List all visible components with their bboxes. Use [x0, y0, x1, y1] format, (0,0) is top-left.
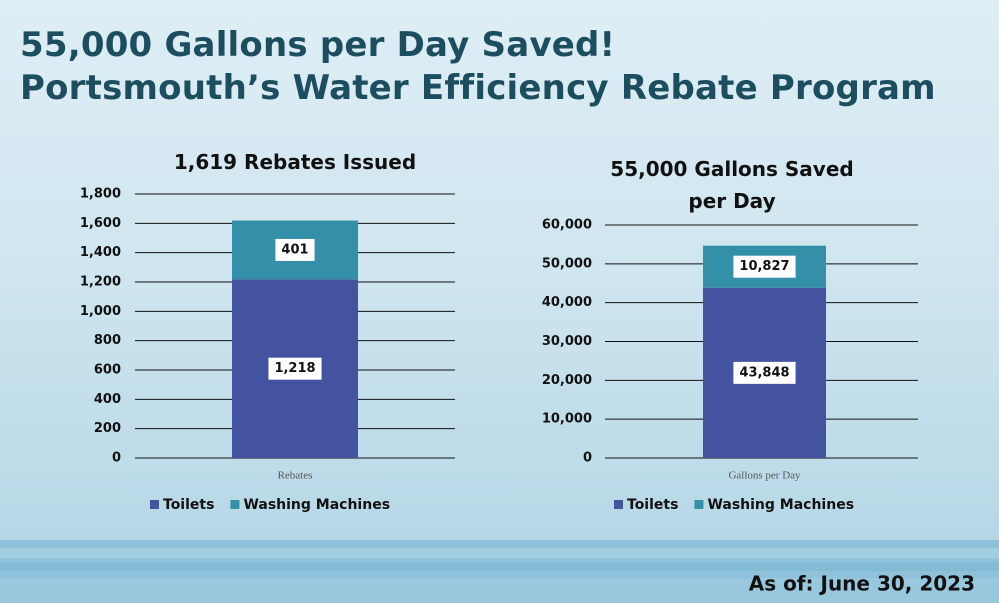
- legend-swatch: [694, 500, 704, 509]
- slide-title: 55,000 Gallons per Day Saved!: [20, 25, 616, 65]
- legend-label: Washing Machines: [707, 497, 854, 513]
- y-tick-label: 60,000: [542, 218, 592, 233]
- legend-label: Washing Machines: [243, 497, 390, 513]
- data-label: 1,218: [274, 361, 315, 376]
- y-tick-label: 800: [94, 333, 121, 348]
- y-tick-label: 1,600: [80, 216, 121, 231]
- water-band: [0, 540, 999, 603]
- chart-title: 55,000 Gallons Saved per Day: [610, 157, 854, 213]
- data-label: 43,848: [739, 365, 789, 380]
- legend-swatch: [230, 500, 240, 509]
- y-tick-label: 1,400: [80, 245, 121, 260]
- y-tick-label: 600: [94, 363, 121, 378]
- y-tick-label: 20,000: [542, 373, 592, 388]
- y-tick-label: 1,000: [80, 304, 121, 319]
- y-tick-label: 1,200: [80, 275, 121, 290]
- y-tick-label: 400: [94, 392, 121, 407]
- data-label-box: [268, 357, 322, 380]
- y-tick-label: 40,000: [542, 295, 592, 310]
- legend-label: Toilets: [163, 497, 214, 513]
- data-label-box: [275, 238, 315, 261]
- y-tick-label: 0: [583, 451, 592, 466]
- y-tick-label: 0: [112, 451, 121, 466]
- data-label-box: [733, 361, 796, 384]
- legend-swatch: [150, 500, 159, 509]
- chart-title: 1,619 Rebates Issued: [173, 150, 417, 174]
- slide-title: Portsmouth’s Water Efficiency Rebate Pro…: [20, 68, 936, 108]
- legend-swatch: [614, 500, 623, 509]
- data-label: 10,827: [739, 259, 789, 274]
- x-tick-label: Gallons per Day: [728, 470, 801, 482]
- y-tick-label: 10,000: [542, 412, 592, 427]
- y-tick-label: 200: [94, 421, 121, 436]
- y-tick-label: 1,800: [80, 187, 121, 202]
- data-label-box: [733, 255, 796, 278]
- x-tick-label: Rebates: [278, 470, 313, 482]
- y-tick-label: 30,000: [542, 334, 592, 349]
- y-tick-label: 50,000: [542, 256, 592, 271]
- footer: As of: June 30, 2023: [749, 572, 975, 596]
- data-label: 401: [281, 242, 308, 257]
- legend-label: Toilets: [627, 497, 678, 513]
